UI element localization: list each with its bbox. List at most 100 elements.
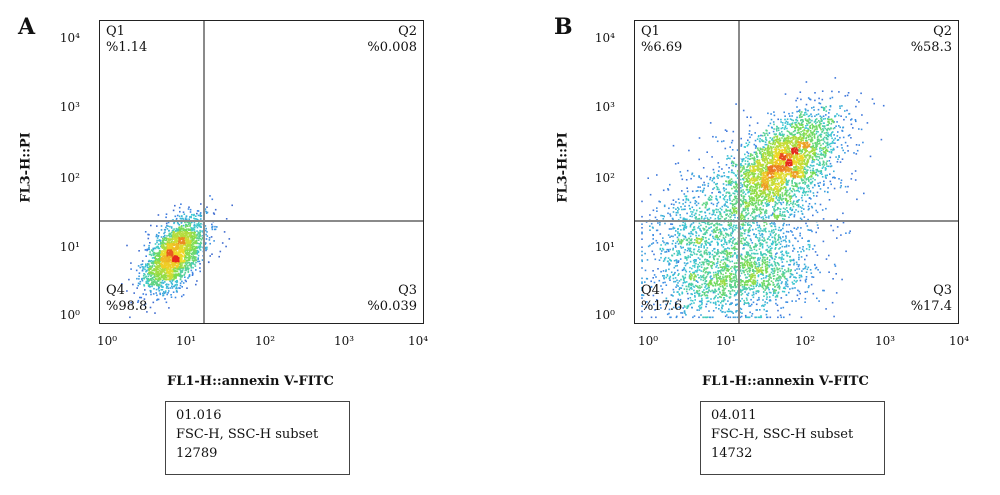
event-point	[765, 205, 768, 207]
event-point	[684, 226, 686, 229]
event-point	[172, 229, 174, 232]
event-point	[187, 223, 190, 226]
event-point	[719, 309, 722, 312]
event-point	[156, 254, 159, 256]
event-point	[692, 271, 694, 274]
event-point	[693, 289, 695, 292]
event-point	[185, 280, 187, 283]
event-point	[167, 255, 170, 257]
event-point	[781, 265, 783, 268]
event-point	[192, 251, 194, 254]
event-point	[697, 186, 699, 188]
event-point	[806, 113, 808, 116]
event-point	[162, 277, 165, 279]
event-point	[156, 272, 158, 274]
event-point	[190, 235, 192, 238]
event-point	[663, 258, 666, 261]
event-point	[197, 223, 200, 225]
event-point	[724, 250, 726, 252]
event-point	[149, 277, 152, 280]
event-point	[785, 224, 788, 226]
event-point	[846, 94, 849, 97]
event-point	[700, 254, 703, 257]
event-point	[816, 168, 818, 171]
event-point	[198, 225, 200, 227]
event-point	[798, 256, 800, 259]
event-point	[805, 103, 808, 106]
event-point	[728, 225, 731, 227]
event-point	[825, 138, 828, 140]
event-point	[743, 288, 746, 290]
event-point	[712, 235, 714, 238]
event-point	[641, 316, 643, 319]
event-point	[697, 196, 700, 198]
event-point	[166, 235, 168, 237]
event-point	[169, 247, 172, 249]
event-point	[791, 231, 793, 233]
event-point	[740, 137, 742, 140]
event-point	[829, 142, 831, 145]
event-point	[773, 123, 775, 126]
event-point	[702, 233, 705, 235]
event-point	[173, 222, 175, 225]
event-point	[702, 279, 705, 282]
event-point	[188, 232, 190, 234]
event-point	[188, 242, 190, 244]
event-point	[711, 230, 713, 232]
event-point	[173, 261, 175, 263]
event-point	[158, 239, 160, 242]
event-point	[154, 260, 157, 262]
event-point	[839, 107, 841, 109]
event-point	[148, 253, 151, 256]
event-point	[150, 267, 153, 269]
event-point	[188, 234, 191, 237]
event-point	[178, 242, 180, 245]
event-point	[764, 227, 767, 230]
event-point	[729, 238, 732, 240]
event-point	[147, 267, 150, 269]
event-point	[183, 236, 186, 238]
event-point	[193, 213, 195, 216]
event-point	[147, 237, 150, 240]
event-point	[799, 182, 801, 184]
event-point	[784, 126, 786, 129]
event-point	[148, 259, 150, 262]
event-point	[701, 303, 703, 306]
event-point	[161, 279, 164, 282]
event-point	[732, 229, 734, 232]
event-point	[193, 245, 196, 248]
event-point	[775, 128, 778, 130]
event-point	[723, 198, 726, 201]
event-point	[142, 275, 145, 277]
event-point	[698, 316, 700, 319]
event-point	[791, 115, 793, 117]
event-point	[205, 233, 207, 236]
event-point	[705, 303, 708, 305]
event-point	[836, 146, 839, 148]
event-point	[164, 265, 166, 267]
event-point	[825, 142, 827, 144]
event-point	[725, 164, 728, 166]
event-point	[687, 247, 689, 250]
event-point	[201, 230, 203, 232]
event-point	[704, 194, 707, 197]
event-point	[811, 165, 813, 167]
event-point	[179, 264, 181, 266]
event-point	[693, 226, 696, 228]
event-point	[149, 289, 152, 292]
event-point	[160, 259, 162, 262]
event-point	[717, 215, 720, 217]
event-point	[200, 215, 203, 217]
event-point	[762, 146, 764, 148]
event-point	[819, 157, 821, 160]
event-point	[172, 231, 175, 233]
event-point	[154, 256, 156, 258]
event-point	[779, 247, 781, 249]
event-point	[805, 81, 808, 83]
event-point	[782, 224, 784, 226]
event-point	[754, 139, 757, 142]
y-axis-label: FL3-H::PI	[18, 132, 34, 203]
event-point	[743, 301, 746, 304]
event-point	[167, 265, 170, 268]
event-point	[732, 171, 734, 174]
